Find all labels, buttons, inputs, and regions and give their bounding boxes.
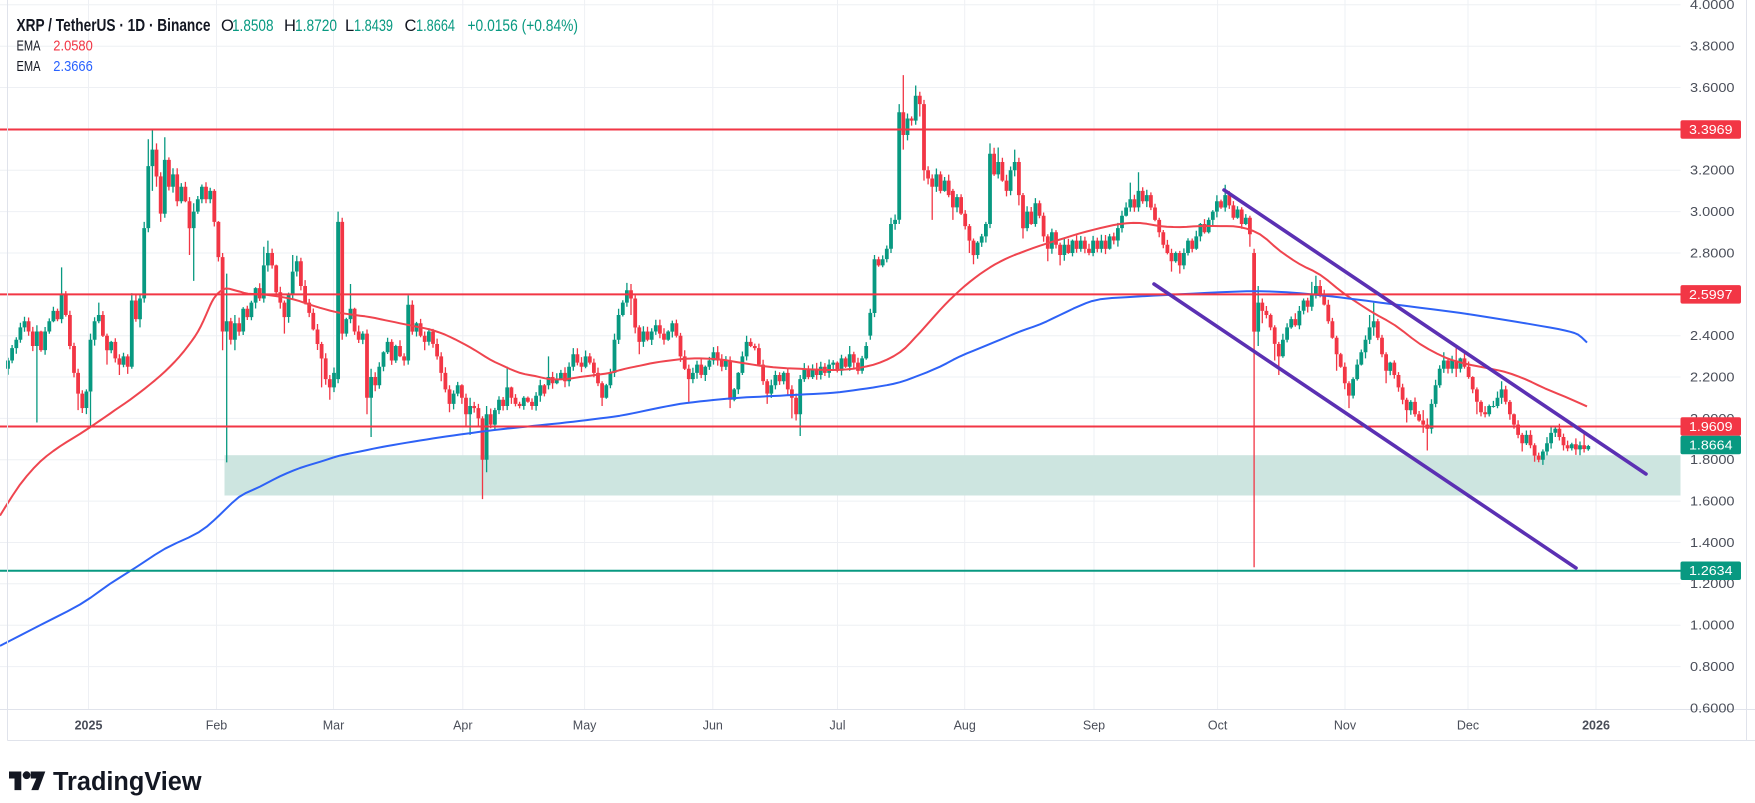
- svg-text:EMA: EMA: [17, 58, 41, 75]
- svg-text:Apr: Apr: [453, 719, 472, 733]
- svg-text:1.8000: 1.8000: [1690, 453, 1735, 467]
- svg-text:Dec: Dec: [1457, 719, 1479, 733]
- svg-text:3.3969: 3.3969: [1689, 123, 1733, 137]
- svg-text:2.2000: 2.2000: [1690, 370, 1735, 384]
- svg-text:H: H: [284, 17, 296, 35]
- svg-text:3.2000: 3.2000: [1690, 164, 1735, 178]
- svg-text:Aug: Aug: [954, 719, 976, 733]
- svg-text:L: L: [345, 17, 354, 35]
- svg-text:2.5997: 2.5997: [1689, 288, 1733, 302]
- svg-text:EMA: EMA: [17, 37, 41, 54]
- svg-text:1.8664: 1.8664: [1689, 438, 1733, 452]
- svg-text:1.2000: 1.2000: [1690, 577, 1735, 591]
- svg-text:1.6000: 1.6000: [1690, 495, 1735, 509]
- svg-text:2.8000: 2.8000: [1690, 246, 1735, 260]
- svg-text:2026: 2026: [1582, 719, 1610, 733]
- svg-text:4.0000: 4.0000: [1690, 0, 1735, 12]
- svg-text:1.8664: 1.8664: [416, 17, 455, 35]
- svg-text:Jun: Jun: [703, 719, 723, 733]
- svg-text:Mar: Mar: [323, 719, 345, 733]
- svg-text:1.2634: 1.2634: [1689, 564, 1733, 578]
- svg-text:TradingView: TradingView: [53, 768, 202, 796]
- svg-text:3.8000: 3.8000: [1690, 40, 1735, 54]
- svg-text:2.3666: 2.3666: [53, 58, 93, 75]
- svg-text:2025: 2025: [75, 719, 103, 733]
- svg-text:0.8000: 0.8000: [1690, 660, 1735, 674]
- svg-text:+0.0156 (+0.84%): +0.0156 (+0.84%): [468, 17, 579, 35]
- svg-text:May: May: [573, 719, 597, 733]
- svg-text:C: C: [405, 17, 417, 35]
- svg-text:1.8508: 1.8508: [232, 17, 274, 35]
- svg-text:XRP / TetherUS · 1D · Binance: XRP / TetherUS · 1D · Binance: [17, 15, 211, 35]
- svg-text:2.0580: 2.0580: [53, 37, 93, 54]
- svg-text:1.0000: 1.0000: [1690, 619, 1735, 633]
- svg-text:Oct: Oct: [1208, 719, 1228, 733]
- svg-text:1.9609: 1.9609: [1689, 420, 1733, 434]
- svg-text:O: O: [221, 17, 234, 35]
- svg-text:Feb: Feb: [206, 719, 228, 733]
- svg-text:Nov: Nov: [1334, 719, 1357, 733]
- svg-text:0.6000: 0.6000: [1690, 701, 1735, 715]
- svg-text:3.6000: 3.6000: [1690, 81, 1735, 95]
- svg-text:1.8439: 1.8439: [354, 17, 393, 35]
- svg-text:3.0000: 3.0000: [1690, 205, 1735, 219]
- svg-text:Sep: Sep: [1083, 719, 1105, 733]
- svg-text:Jul: Jul: [830, 719, 846, 733]
- svg-text:1.8720: 1.8720: [295, 17, 337, 35]
- svg-text:2.4000: 2.4000: [1690, 329, 1735, 343]
- svg-text:1.4000: 1.4000: [1690, 536, 1735, 550]
